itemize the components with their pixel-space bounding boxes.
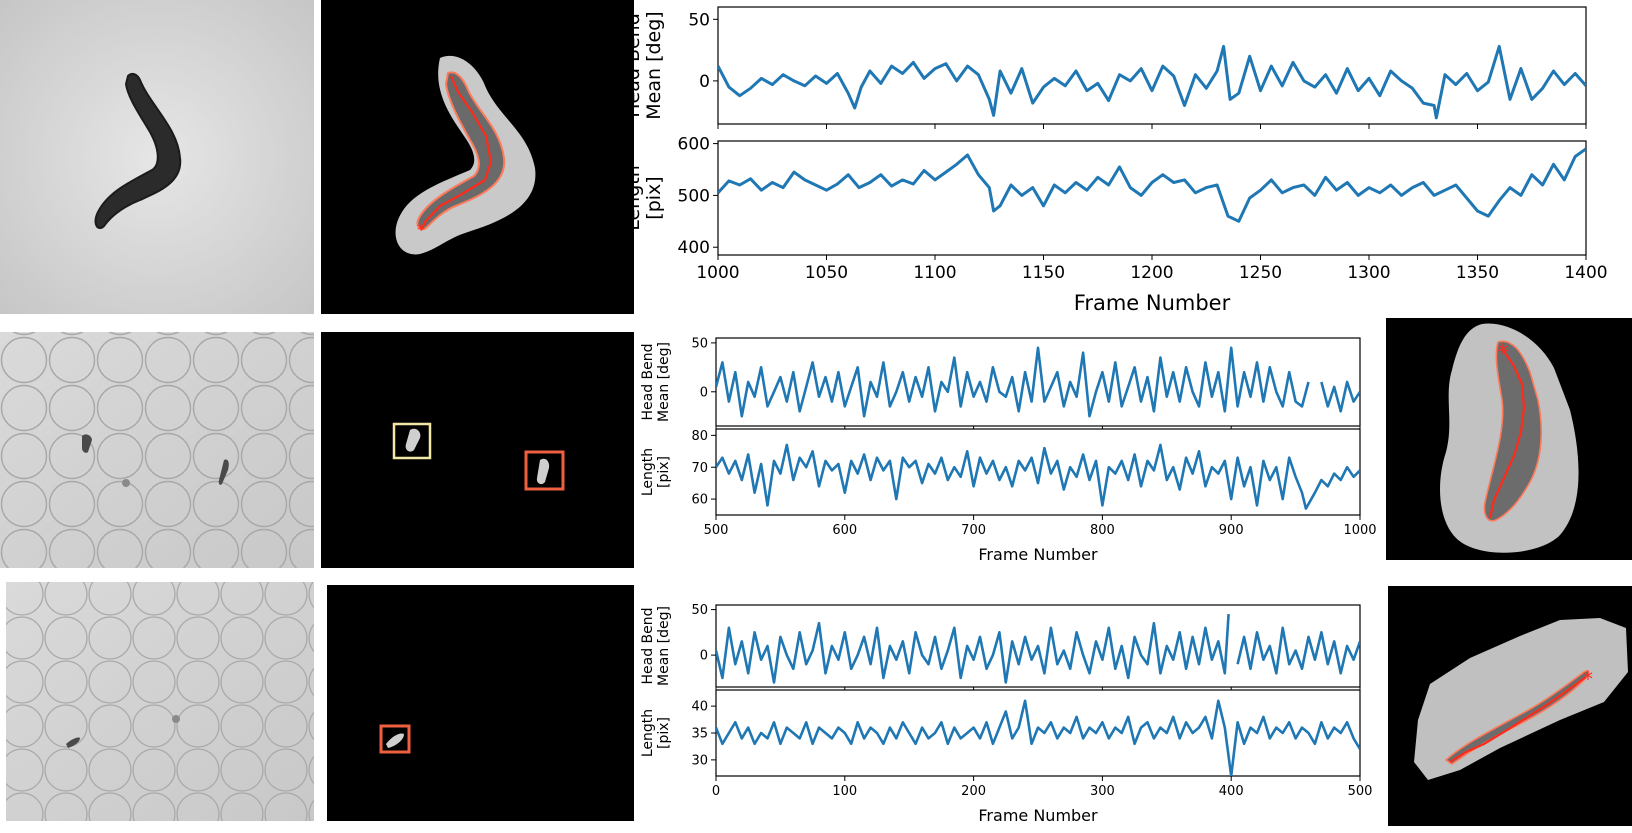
x-tick-label: 1400 — [1564, 263, 1607, 283]
chart-panel-1: 400 500 600 1000 1050 1100 1150 1200 1250 1300 135… — [622, 135, 1608, 315]
crop-larva-row3: * — [1388, 586, 1632, 826]
crop-larva-row2: * — [1386, 318, 1632, 560]
plot-frame — [717, 140, 1587, 256]
y-tick-label: 80 — [691, 429, 708, 444]
y-axis-label: Mean [deg] — [643, 11, 665, 119]
x-tick-label: 1000 — [1343, 523, 1376, 538]
y-axis-label: [pix] — [656, 717, 672, 749]
x-tick-label: 1000 — [696, 263, 739, 283]
x-tick-label: 1250 — [1239, 263, 1282, 283]
x-tick-label: 400 — [1219, 784, 1244, 799]
y-tick-label: 30 — [691, 753, 708, 768]
x-tick-label: 1100 — [913, 263, 956, 283]
y-axis-label: Length — [622, 165, 644, 231]
y-tick-label: 400 — [678, 238, 710, 258]
box-yellow — [392, 422, 432, 460]
x-tick-label: 600 — [832, 523, 857, 538]
x-tick-label: 1150 — [1022, 263, 1065, 283]
y-tick-label: 0 — [700, 649, 708, 664]
y-tick-label: 600 — [678, 135, 710, 155]
y-axis-label: Length — [640, 448, 656, 496]
series-line-0 — [716, 699, 1360, 776]
y-tick-label: 500 — [678, 186, 710, 206]
series-line-0 — [718, 44, 1586, 120]
box-red-row3 — [379, 724, 411, 754]
series-line-0 — [716, 614, 1360, 684]
raw-image-wells-row2 — [0, 332, 314, 568]
segmented-wells-row2 — [321, 332, 634, 568]
x-tick-label: 900 — [1219, 523, 1244, 538]
y-tick-label: 40 — [691, 700, 708, 715]
y-axis-label: Mean [deg] — [656, 342, 672, 422]
y-tick-label: 50 — [691, 336, 708, 351]
x-tick-label: 200 — [961, 784, 986, 799]
y-tick-label: 35 — [691, 727, 708, 742]
x-tick-label: 500 — [1348, 784, 1373, 799]
y-tick-label: 60 — [691, 493, 708, 508]
x-tick-label: 1200 — [1130, 263, 1173, 283]
y-axis-label: Length — [640, 709, 656, 757]
y-tick-label: 50 — [688, 10, 710, 30]
y-axis-label: Head Bend — [640, 343, 656, 420]
x-tick-label: 800 — [1090, 523, 1115, 538]
chart-panel-3: 60 70 80 500 600 700 800 900 1000 Length [pix] Fram… — [640, 428, 1377, 564]
y-axis-label: Mean [deg] — [656, 606, 672, 686]
series-line-0 — [716, 346, 1360, 418]
svg-text:*: * — [1583, 667, 1593, 691]
segmented-larva-row1: * — [321, 0, 634, 314]
chart-panel-2: 0 50 Head Bend Mean [deg] — [640, 336, 1361, 431]
chart-panel-0: 0 50 Head Bend Mean [deg] — [622, 6, 1587, 129]
y-axis-label: Head Bend — [622, 13, 644, 118]
x-tick-label: 1300 — [1347, 263, 1390, 283]
x-tick-label: 100 — [832, 784, 857, 799]
x-tick-label: 0 — [712, 784, 720, 799]
y-tick-label: 0 — [700, 385, 708, 400]
x-tick-label: 700 — [961, 523, 986, 538]
series-line-0 — [718, 147, 1586, 223]
series-line-0 — [716, 443, 1360, 510]
x-tick-label: 300 — [1090, 784, 1115, 799]
plot-frame — [715, 689, 1361, 777]
x-tick-label: 500 — [704, 523, 729, 538]
segmented-wells-row3 — [327, 585, 634, 821]
box-red — [524, 450, 565, 491]
plot-frame — [717, 6, 1587, 125]
y-axis-label: [pix] — [656, 456, 672, 488]
x-tick-label: 1350 — [1456, 263, 1499, 283]
svg-text:*: * — [1498, 341, 1509, 366]
chart-panel-4: 0 50 Head Bend Mean [deg] — [640, 603, 1361, 692]
x-tick-label: 1050 — [805, 263, 848, 283]
plot-frame — [715, 428, 1361, 516]
y-tick-label: 50 — [691, 603, 708, 618]
y-tick-label: 0 — [699, 72, 710, 92]
x-axis-label: Frame Number — [1074, 291, 1231, 315]
raw-image-wells-row3 — [6, 582, 314, 821]
y-axis-label: Head Bend — [640, 607, 656, 684]
svg-text:*: * — [417, 220, 425, 239]
y-tick-label: 70 — [691, 461, 708, 476]
x-axis-label: Frame Number — [978, 545, 1098, 564]
y-axis-label: [pix] — [643, 176, 665, 219]
x-axis-label: Frame Number — [978, 806, 1098, 825]
raw-image-larva-row1 — [0, 0, 314, 314]
